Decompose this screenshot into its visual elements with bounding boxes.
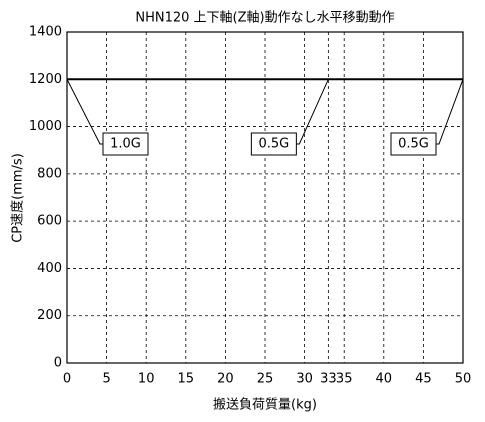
x-tick-label: 33 [320,372,337,387]
annotation-box [102,132,149,156]
annotation-leader [436,79,464,145]
x-tick-label: 25 [257,372,274,387]
plot-frame [66,31,464,364]
x-tick-label: 0 [63,372,71,387]
x-axis-label: 搬送負荷質量(kg) [213,398,317,413]
y-tick-label: 200 [37,308,62,323]
x-tick-label: 45 [415,372,432,387]
annotation-box [250,132,297,156]
y-tick-label: 400 [37,261,62,276]
y-tick-label: 0 [54,356,62,371]
y-tick-label: 600 [37,214,62,229]
x-tick-label: 15 [178,372,195,387]
annotation-text: 0.5G [398,137,429,152]
x-tick-label: 30 [296,372,313,387]
x-tick-label: 40 [376,372,393,387]
y-tick-label: 1400 [29,25,62,40]
x-tick-label: 5 [102,372,110,387]
x-tick-label: 35 [336,372,353,387]
annotation-text: 1.0G [110,137,141,152]
y-tick-label: 1200 [29,72,62,87]
annotation-box [390,132,437,156]
chart-title: NHN120 上下軸(Z軸)動作なし水平移動動作 [135,11,394,26]
y-axis-label: CP速度(mm/s) [10,153,26,243]
x-tick-label: 10 [138,372,155,387]
y-tick-label: 1000 [29,119,62,134]
annotation-text: 0.5G [258,137,289,152]
annotation-leader [66,79,103,145]
x-tick-label: 20 [217,372,234,387]
annotation-leader [296,79,329,145]
y-tick-label: 800 [37,166,62,181]
x-tick-label: 50 [455,372,472,387]
